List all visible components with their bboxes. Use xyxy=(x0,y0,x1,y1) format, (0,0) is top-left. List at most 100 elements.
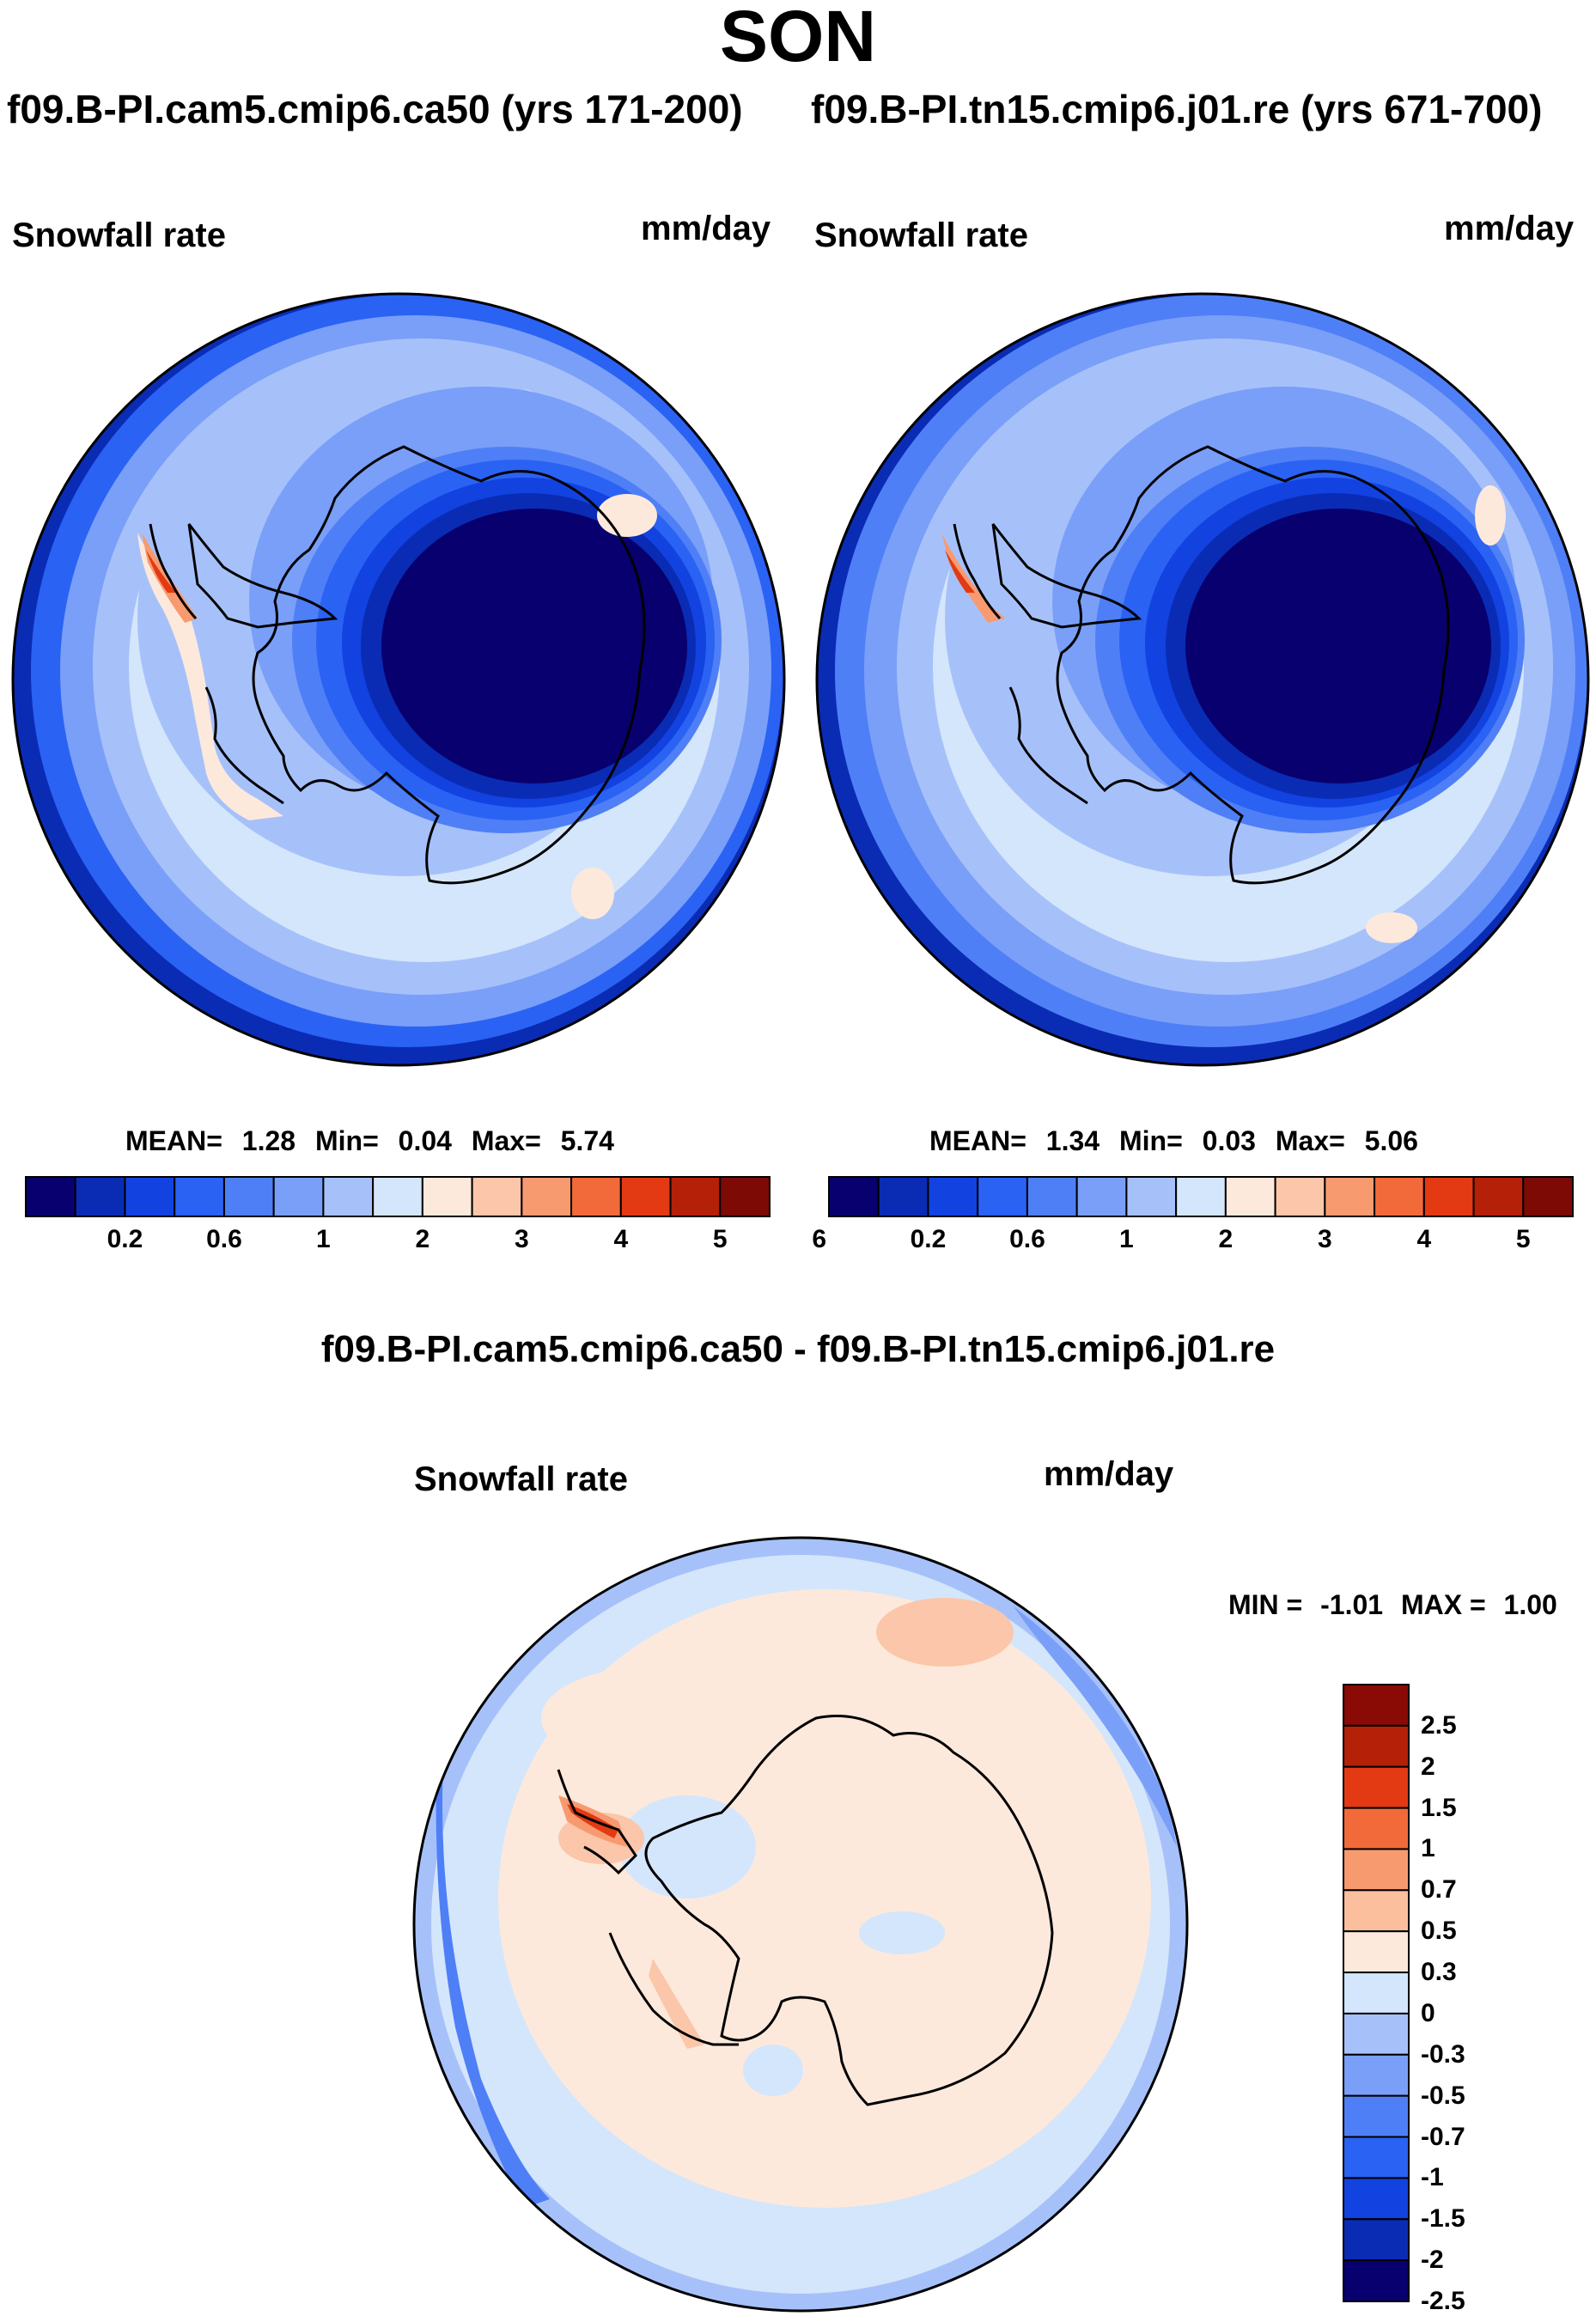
right-stats: MEAN= 1.34 Min= 0.03 Max= 5.06 xyxy=(929,1125,1418,1157)
difference-colorbar-tick-label: 0.7 xyxy=(1421,1875,1457,1905)
right-colorbar-box-5 xyxy=(1075,1176,1128,1217)
diff-min-value: -1.01 xyxy=(1320,1589,1384,1620)
right-min-label: Min= xyxy=(1118,1125,1183,1156)
difference-colorbar-box-2 xyxy=(1343,1765,1410,1809)
difference-colorbar-tick-label: 2.5 xyxy=(1421,1710,1457,1740)
right-colorbar-tick-label: 3 xyxy=(1317,1225,1332,1253)
left-min-label: Min= xyxy=(314,1125,379,1156)
difference-colorbar xyxy=(1343,1684,1410,2302)
difference-units-label: mm/day xyxy=(1044,1455,1174,1493)
difference-polar-map xyxy=(414,1538,1187,2311)
left-variable-label: Snowfall rate xyxy=(12,216,226,254)
left-colorbar-box-5 xyxy=(272,1176,325,1217)
difference-map-border xyxy=(412,1536,1189,2313)
right-colorbar-box-2 xyxy=(927,1176,979,1217)
left-colorbar-tick-label: 0.2 xyxy=(107,1225,143,1253)
right-colorbar xyxy=(828,1176,1575,1217)
difference-stats: MIN = -1.01 MAX = 1.00 xyxy=(1228,1589,1557,1621)
right-polar-map xyxy=(817,294,1588,1065)
difference-colorbar-tick-label: 0.5 xyxy=(1421,1917,1457,1946)
difference-colorbar-tick-label: -2.5 xyxy=(1421,2287,1465,2315)
left-mean-value: 1.28 xyxy=(241,1125,296,1156)
left-max-label: Max= xyxy=(471,1125,541,1156)
right-colorbar-tick-label: 0.6 xyxy=(1009,1225,1045,1253)
left-colorbar-box-9 xyxy=(471,1176,523,1217)
difference-colorbar-box-12 xyxy=(1343,2177,1410,2221)
left-units-label: mm/day xyxy=(641,210,771,247)
left-colorbar-tick-label: 1 xyxy=(316,1225,331,1253)
difference-colorbar-tick-label: -2 xyxy=(1421,2246,1444,2275)
difference-colorbar-tick-label: 0 xyxy=(1421,1998,1435,2027)
difference-colorbar-tick-label: 0.3 xyxy=(1421,1958,1457,1987)
left-colorbar xyxy=(25,1176,771,1217)
left-colorbar-box-1 xyxy=(74,1176,126,1217)
right-map-border xyxy=(815,292,1590,1067)
difference-colorbar-tick-label: 1.5 xyxy=(1421,1793,1457,1822)
left-max-value: 5.74 xyxy=(560,1125,614,1156)
left-colorbar-tick-label: 6 xyxy=(812,1225,827,1253)
difference-colorbar-tick-label: -0.7 xyxy=(1421,2122,1465,2151)
difference-colorbar-box-1 xyxy=(1343,1724,1410,1768)
right-min-value: 0.03 xyxy=(1202,1125,1256,1156)
left-colorbar-box-14 xyxy=(719,1176,771,1217)
difference-colorbar-box-10 xyxy=(1343,2094,1410,2138)
difference-colorbar-tick-label: -0.5 xyxy=(1421,2081,1465,2110)
difference-colorbar-tick-label: 2 xyxy=(1421,1752,1435,1781)
right-colorbar-box-14 xyxy=(1522,1176,1575,1217)
left-mean-label: MEAN= xyxy=(125,1125,222,1156)
page-title: SON xyxy=(719,0,877,76)
difference-colorbar-tick-label: -1 xyxy=(1421,2163,1444,2192)
diff-min-label: MIN = xyxy=(1228,1589,1303,1620)
difference-colorbar-box-7 xyxy=(1343,1972,1410,2014)
difference-colorbar-tick-label: 1 xyxy=(1421,1834,1435,1863)
left-colorbar-box-11 xyxy=(570,1176,622,1217)
difference-colorbar-box-4 xyxy=(1343,1848,1410,1892)
left-min-value: 0.04 xyxy=(398,1125,452,1156)
difference-title: f09.B-PI.cam5.cmip6.ca50 - f09.B-PI.tn15… xyxy=(320,1328,1276,1370)
left-colorbar-tick-label: 3 xyxy=(514,1225,529,1253)
right-mean-value: 1.34 xyxy=(1045,1125,1100,1156)
difference-colorbar-box-6 xyxy=(1343,1930,1410,1974)
right-colorbar-box-6 xyxy=(1125,1176,1178,1217)
right-panel-subtitle: f09.B-PI.tn15.cmip6.j01.re (yrs 671-700) xyxy=(811,87,1543,131)
left-colorbar-box-6 xyxy=(322,1176,375,1217)
right-colorbar-box-1 xyxy=(877,1176,929,1217)
left-colorbar-box-2 xyxy=(124,1176,176,1217)
right-max-value: 5.06 xyxy=(1364,1125,1418,1156)
right-colorbar-tick-label: 2 xyxy=(1218,1225,1234,1253)
right-colorbar-box-9 xyxy=(1274,1176,1326,1217)
left-colorbar-box-13 xyxy=(669,1176,722,1217)
right-colorbar-tick-label: 1 xyxy=(1119,1225,1134,1253)
left-colorbar-tick-label: 4 xyxy=(613,1225,629,1253)
left-colorbar-box-8 xyxy=(421,1176,473,1217)
right-colorbar-box-10 xyxy=(1324,1176,1376,1217)
right-colorbar-box-0 xyxy=(828,1176,880,1217)
difference-colorbar-box-13 xyxy=(1343,2218,1410,2262)
left-map-border xyxy=(11,292,786,1067)
left-colorbar-tick-label: 5 xyxy=(712,1225,728,1253)
right-colorbar-box-11 xyxy=(1374,1176,1425,1217)
left-colorbar-tick-label: 2 xyxy=(415,1225,430,1253)
right-colorbar-tick-label: 5 xyxy=(1515,1225,1531,1253)
difference-colorbar-box-0 xyxy=(1343,1684,1410,1727)
right-units-label: mm/day xyxy=(1444,210,1575,247)
right-colorbar-tick-label: 0.2 xyxy=(910,1225,947,1253)
right-max-label: Max= xyxy=(1275,1125,1345,1156)
right-colorbar-box-4 xyxy=(1026,1176,1078,1217)
diff-max-label: MAX = xyxy=(1400,1589,1486,1620)
left-colorbar-box-3 xyxy=(174,1176,225,1217)
right-colorbar-tick-label: 4 xyxy=(1416,1225,1432,1253)
left-panel-subtitle: f09.B-PI.cam5.cmip6.ca50 (yrs 171-200) xyxy=(7,87,743,131)
left-polar-map xyxy=(13,294,784,1065)
right-colorbar-box-8 xyxy=(1224,1176,1276,1217)
difference-colorbar-box-11 xyxy=(1343,2136,1410,2179)
difference-variable-label: Snowfall rate xyxy=(414,1460,628,1498)
difference-colorbar-box-8 xyxy=(1343,2012,1410,2056)
difference-colorbar-box-14 xyxy=(1343,2259,1410,2302)
right-colorbar-box-12 xyxy=(1422,1176,1475,1217)
right-colorbar-box-3 xyxy=(977,1176,1028,1217)
left-stats: MEAN= 1.28 Min= 0.04 Max= 5.74 xyxy=(125,1125,614,1157)
right-mean-label: MEAN= xyxy=(929,1125,1026,1156)
right-colorbar-box-13 xyxy=(1472,1176,1525,1217)
